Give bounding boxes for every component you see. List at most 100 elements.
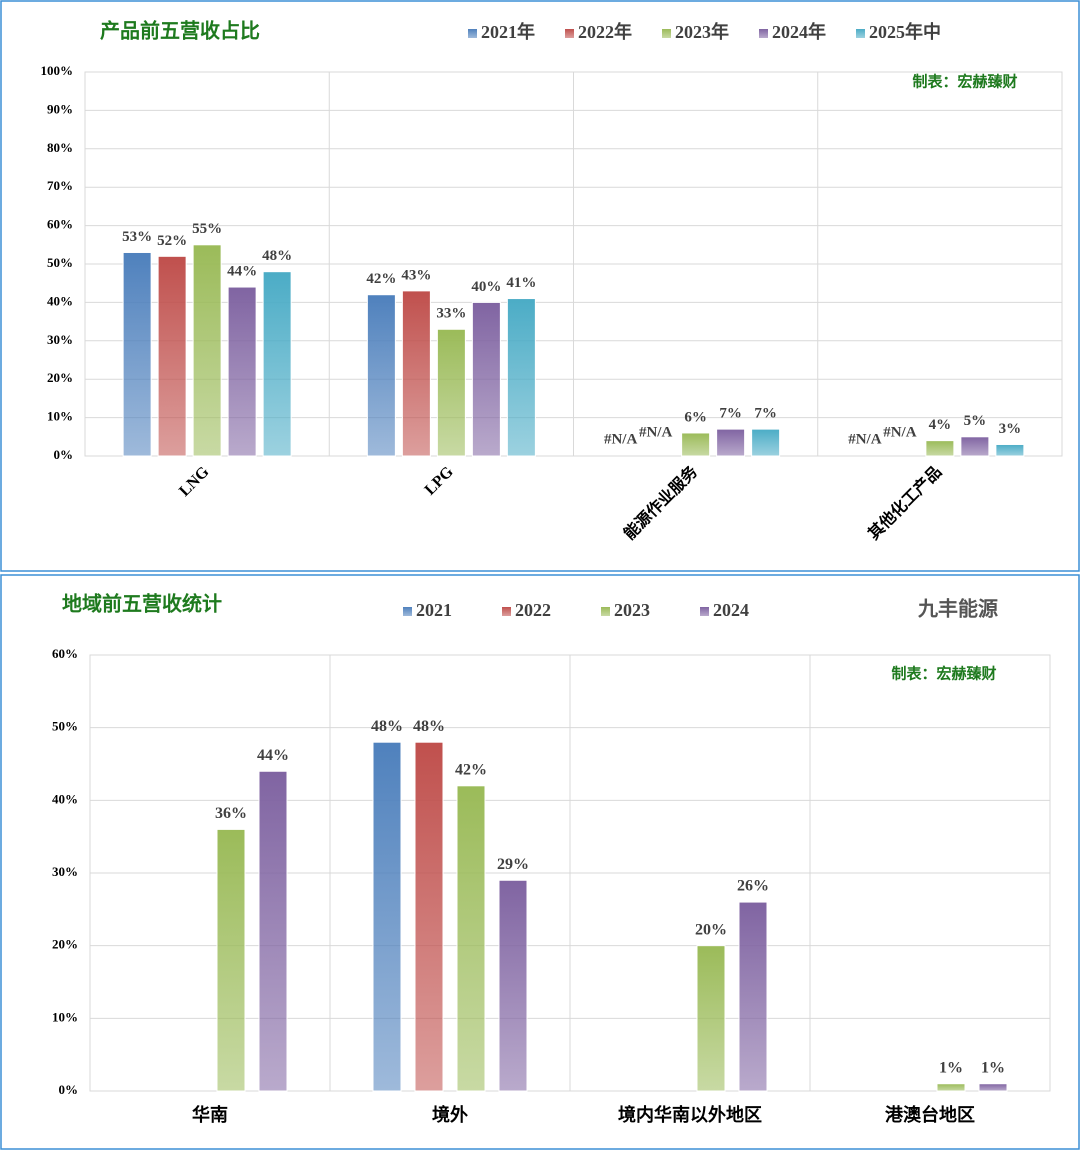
bar <box>716 428 746 457</box>
legend-swatch <box>403 607 412 616</box>
bar <box>414 741 444 1092</box>
bar <box>122 251 152 457</box>
chart-subtitle: 九丰能源 <box>917 597 998 621</box>
legend-swatch <box>601 607 610 616</box>
data-label: 1% <box>981 1059 1005 1076</box>
bar <box>262 271 292 457</box>
y-tick-label: 80% <box>47 140 73 155</box>
data-label: 48% <box>371 718 403 735</box>
y-tick-label: 10% <box>52 1009 78 1024</box>
bar <box>960 436 990 457</box>
data-label: 29% <box>497 856 529 873</box>
bar <box>436 328 466 457</box>
data-label: 43% <box>401 267 431 283</box>
legend-swatch <box>856 29 865 38</box>
y-tick-label: 60% <box>52 646 78 661</box>
data-label: 55% <box>192 221 222 237</box>
data-label: 7% <box>754 406 777 422</box>
x-tick-label: 境内华南以外地区 <box>618 1104 762 1125</box>
data-label: 26% <box>737 878 769 895</box>
legend-label: 2022年 <box>578 21 632 42</box>
chart-title: 地域前五营收统计 <box>62 592 222 616</box>
bar <box>192 244 222 457</box>
data-label: 44% <box>227 263 257 279</box>
bar <box>936 1083 966 1092</box>
bar <box>258 770 288 1092</box>
y-tick-label: 90% <box>47 101 73 116</box>
legend-label: 2025年中 <box>869 21 941 42</box>
bar <box>751 428 781 457</box>
legend-swatch <box>759 29 768 38</box>
legend-label: 2024年 <box>772 21 826 42</box>
legend-swatch <box>502 607 511 616</box>
data-label: 33% <box>436 306 466 322</box>
y-tick-label: 100% <box>41 63 74 78</box>
y-tick-label: 50% <box>52 719 78 734</box>
legend-label: 2023年 <box>675 21 729 42</box>
bar <box>227 286 257 457</box>
legend-swatch <box>700 607 709 616</box>
y-tick-label: 0% <box>59 1082 79 1097</box>
bar <box>471 301 501 457</box>
y-tick-label: 50% <box>47 255 73 270</box>
legend-label: 2023 <box>614 600 650 620</box>
data-label: 42% <box>455 761 487 778</box>
legend-swatch <box>468 29 477 38</box>
y-tick-label: 20% <box>47 370 73 385</box>
y-tick-label: 40% <box>52 791 78 806</box>
legend-label: 2022 <box>515 600 551 620</box>
bar <box>498 879 528 1092</box>
bar <box>401 290 431 457</box>
data-label: 41% <box>506 275 536 291</box>
data-label: 5% <box>964 413 987 429</box>
data-label: #N/A <box>639 424 673 440</box>
legend-label: 2021 <box>416 600 452 620</box>
annotation: 制表：宏赫臻财 <box>912 72 1017 90</box>
data-label: #N/A <box>604 431 638 447</box>
data-label: 4% <box>929 417 952 433</box>
bar <box>925 440 955 457</box>
legend-label: 2024 <box>713 600 749 620</box>
x-tick-label: 港澳台地区 <box>885 1104 975 1125</box>
data-label: 53% <box>122 229 152 245</box>
data-label: 20% <box>695 921 727 938</box>
data-label: 1% <box>939 1059 963 1076</box>
bar <box>978 1083 1008 1092</box>
data-label: 52% <box>157 233 187 249</box>
data-label: #N/A <box>848 431 882 447</box>
x-tick-label: 境外 <box>432 1104 468 1125</box>
bar <box>456 785 486 1092</box>
x-tick-label: 华南 <box>192 1104 228 1125</box>
data-label: 44% <box>257 747 289 764</box>
annotation: 制表：宏赫臻财 <box>891 664 996 682</box>
y-tick-label: 70% <box>47 178 73 193</box>
data-label: 36% <box>215 805 247 822</box>
bar <box>157 255 187 457</box>
data-label: 6% <box>684 409 707 425</box>
bar <box>681 432 711 457</box>
bar <box>995 443 1025 457</box>
data-label: 48% <box>413 718 445 735</box>
chart-title: 产品前五营收占比 <box>100 19 260 43</box>
data-label: 7% <box>719 406 742 422</box>
legend-label: 2021年 <box>481 21 535 42</box>
y-tick-label: 30% <box>52 864 78 879</box>
bar <box>696 945 726 1092</box>
data-label: 3% <box>999 421 1022 437</box>
y-tick-label: 30% <box>47 332 73 347</box>
y-tick-label: 40% <box>47 293 73 308</box>
data-label: #N/A <box>883 424 917 440</box>
bar <box>216 828 246 1092</box>
y-tick-label: 10% <box>47 409 73 424</box>
bar <box>506 298 536 457</box>
bar <box>366 294 396 457</box>
bar <box>372 741 402 1092</box>
legend-swatch <box>565 29 574 38</box>
data-label: 40% <box>471 279 501 295</box>
legend-swatch <box>662 29 671 38</box>
y-tick-label: 60% <box>47 217 73 232</box>
data-label: 48% <box>262 248 292 264</box>
y-tick-label: 20% <box>52 937 78 952</box>
data-label: 42% <box>366 271 396 287</box>
